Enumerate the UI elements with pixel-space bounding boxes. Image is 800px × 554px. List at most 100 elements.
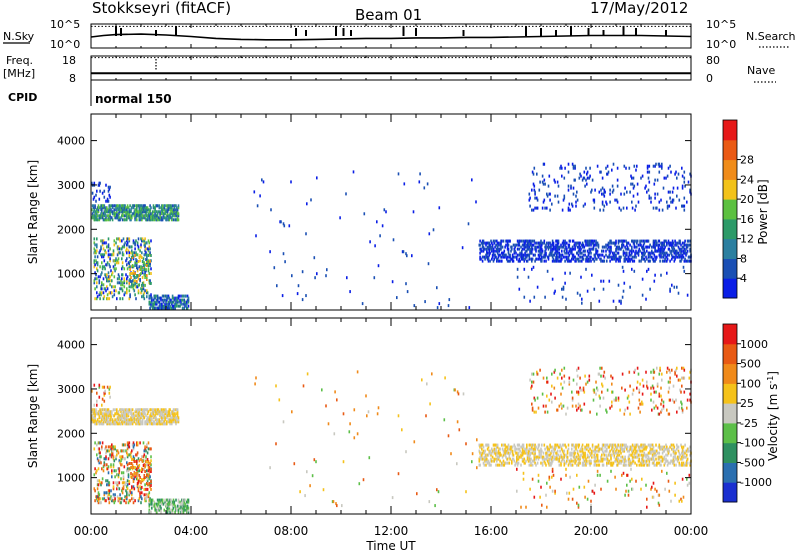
heatmap-cell: [659, 247, 661, 251]
heatmap-cell: [636, 455, 639, 459]
heatmap-cell: [631, 247, 633, 251]
heatmap-cell: [633, 259, 636, 263]
heatmap-cell: [681, 445, 683, 449]
heatmap-cell: [546, 449, 549, 453]
heatmap-cell: [129, 210, 131, 214]
heatmap-cell: [126, 243, 129, 247]
heatmap-cell: [164, 204, 166, 208]
heatmap-cell: [131, 497, 133, 501]
heatmap-cell: [545, 243, 547, 247]
heatmap-cell: [128, 297, 131, 301]
heatmap-cell: [612, 255, 615, 259]
heatmap-cell: [131, 279, 134, 283]
heatmap-cell: [133, 280, 136, 283]
heatmap-cell: [521, 247, 524, 251]
heatmap-cell: [663, 176, 666, 180]
heatmap-cell: [111, 295, 114, 299]
heatmap-cell: [482, 245, 485, 249]
heatmap-cell: [669, 241, 671, 245]
heatmap-cell: [639, 449, 641, 453]
colorbar-segment: [723, 179, 737, 200]
heatmap-cell: [149, 214, 151, 218]
heatmap-cell: [603, 259, 606, 263]
heatmap-cell: [534, 461, 536, 465]
heatmap-cell: [171, 414, 174, 418]
heatmap-cell: [146, 256, 148, 259]
heatmap-cell: [178, 506, 181, 510]
heatmap-cell: [655, 162, 657, 166]
heatmap-cell: [652, 206, 655, 210]
heatmap-cell: [609, 200, 611, 204]
heatmap-cell: [181, 498, 184, 502]
heatmap-cell: [561, 208, 564, 212]
heatmap-cell: [276, 284, 278, 288]
heatmap-cell: [589, 257, 591, 261]
heatmap-cell: [572, 164, 575, 168]
heatmap-cell: [562, 443, 565, 447]
heatmap-cell: [676, 194, 678, 198]
heatmap-cell: [637, 243, 640, 247]
heatmap-cell: [603, 194, 606, 198]
heatmap-cell: [676, 251, 679, 255]
heatmap-cell: [141, 260, 144, 263]
heatmap-cell: [172, 414, 175, 418]
heatmap-cell: [504, 443, 506, 447]
heatmap-cell: [676, 249, 678, 253]
heatmap-cell: [110, 489, 112, 493]
heatmap-cell: [104, 499, 106, 503]
heatmap-cell: [549, 463, 551, 467]
heatmap-cell: [644, 459, 646, 463]
heatmap-cell: [149, 414, 151, 418]
heatmap-cell: [534, 455, 536, 459]
heatmap-cell: [632, 249, 635, 253]
heatmap-cell: [141, 283, 143, 287]
heatmap-cell: [175, 412, 177, 416]
heatmap-cell: [128, 281, 131, 285]
heatmap-cell: [153, 420, 156, 424]
heatmap-cell: [139, 416, 141, 420]
station-title: Stokkseyri (fitACF): [92, 0, 231, 17]
heatmap-cell: [130, 280, 132, 283]
heatmap-cell: [641, 253, 644, 257]
heatmap-cell: [590, 247, 592, 251]
heatmap-cell: [483, 255, 486, 259]
heatmap-cell: [621, 443, 624, 447]
heatmap-cell: [663, 457, 666, 461]
heatmap-cell: [126, 469, 128, 473]
heatmap-cell: [569, 259, 571, 263]
heatmap-cell: [601, 249, 603, 253]
heatmap-cell: [160, 412, 162, 416]
heatmap-cell: [128, 237, 131, 241]
heatmap-cell: [101, 287, 103, 291]
heatmap-cell: [152, 298, 155, 302]
heatmap-cell: [542, 376, 545, 380]
heatmap-cell: [96, 261, 99, 265]
heatmap-cell: [156, 212, 159, 216]
heatmap-cell: [646, 239, 649, 243]
heatmap-cell: [132, 412, 135, 416]
heatmap-cell: [546, 255, 549, 259]
heatmap-cell: [137, 416, 140, 420]
heatmap-cell: [150, 302, 152, 306]
cpid-segment-text: normal 150: [95, 92, 172, 106]
heatmap-cell: [606, 164, 609, 168]
heatmap-cell: [168, 506, 171, 510]
heatmap-cell: [165, 408, 167, 412]
heatmap-cell: [577, 245, 580, 249]
heatmap-cell: [596, 449, 598, 453]
heatmap-cell: [97, 483, 100, 487]
heatmap-cell: [123, 408, 126, 412]
heatmap-cell: [94, 212, 96, 216]
heatmap-cell: [141, 256, 143, 259]
heatmap-cell: [581, 178, 584, 182]
heatmap-cell: [681, 457, 684, 461]
heatmap-cell: [556, 241, 559, 245]
heatmap-cell: [689, 243, 691, 247]
heatmap-cell: [136, 451, 139, 455]
heatmap-cell: [131, 272, 134, 275]
heatmap-cell: [169, 502, 171, 506]
heatmap-cell: [531, 257, 534, 261]
heatmap-cell: [522, 257, 525, 261]
heatmap-cell: [663, 463, 666, 467]
heatmap-cell: [100, 245, 102, 249]
